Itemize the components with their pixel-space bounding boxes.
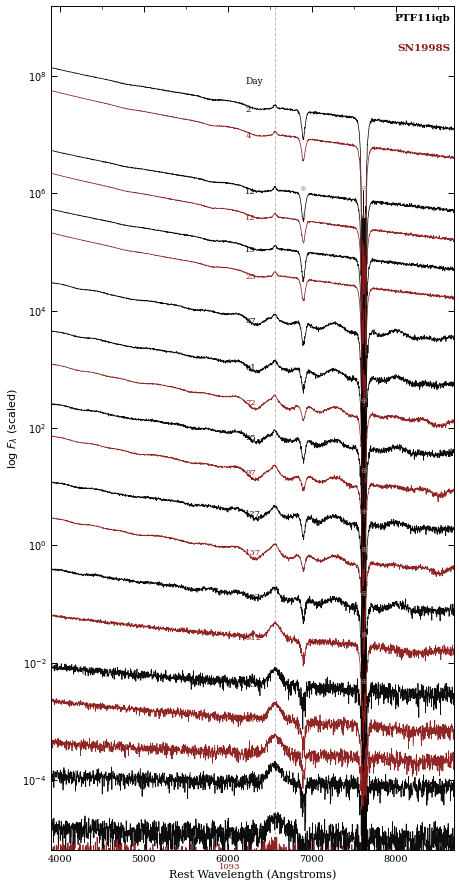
Text: 25: 25	[245, 273, 255, 281]
Text: 72: 72	[245, 399, 255, 407]
Text: 182: 182	[245, 593, 261, 601]
X-axis label: Rest Wavelength (Angstroms): Rest Wavelength (Angstroms)	[169, 870, 336, 881]
Text: 516: 516	[245, 781, 261, 789]
Text: PTF11iqb: PTF11iqb	[394, 14, 449, 23]
Text: SN1998S: SN1998S	[397, 43, 449, 52]
Text: $\oplus$: $\oplus$	[359, 184, 367, 193]
Text: $\oplus$: $\oplus$	[299, 184, 307, 193]
Text: $\oplus$: $\oplus$	[359, 507, 367, 516]
Text: 12: 12	[245, 214, 255, 222]
Text: 801: 801	[219, 833, 235, 841]
Text: 137: 137	[245, 548, 261, 556]
Text: 331: 331	[245, 680, 261, 688]
Text: $\oplus$: $\oplus$	[359, 395, 367, 405]
Text: 97: 97	[245, 470, 256, 478]
Text: $\oplus$: $\oplus$	[359, 466, 367, 475]
Text: Day: Day	[245, 77, 263, 86]
Y-axis label: $\log\,F_\lambda\ \mathrm{(scaled)}$: $\log\,F_\lambda\ \mathrm{(scaled)}$	[6, 387, 20, 469]
Text: 37: 37	[245, 317, 256, 325]
Text: $\oplus$: $\oplus$	[359, 545, 367, 555]
Text: 95: 95	[245, 434, 256, 442]
Text: $\oplus$: $\oplus$	[359, 630, 367, 640]
Text: 494: 494	[245, 751, 261, 759]
Text: 1093: 1093	[219, 863, 240, 871]
Text: 12: 12	[245, 188, 255, 196]
Text: 61: 61	[245, 364, 255, 372]
Text: 15: 15	[245, 246, 256, 254]
Text: 2: 2	[245, 105, 250, 113]
Text: 4: 4	[245, 132, 250, 140]
Text: $\oplus$: $\oplus$	[359, 677, 367, 687]
Text: 312: 312	[245, 633, 261, 641]
Text: $\oplus$: $\oplus$	[299, 211, 307, 220]
Text: 127: 127	[245, 510, 261, 518]
Text: $\oplus$: $\oplus$	[359, 589, 367, 598]
Text: 375: 375	[245, 716, 261, 724]
Text: $\oplus$: $\oplus$	[359, 211, 367, 220]
